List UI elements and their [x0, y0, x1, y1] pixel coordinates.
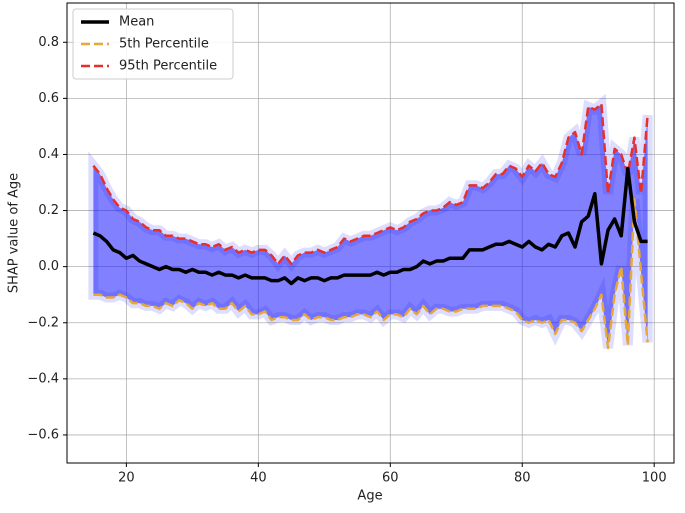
- series-line: [92, 166, 648, 286]
- y-tick-label: 0.6: [38, 91, 59, 106]
- x-tick-label: 40: [250, 471, 267, 486]
- y-axis-label: SHAP value of Age: [7, 173, 22, 293]
- legend-label: Mean: [119, 15, 154, 30]
- percentile-band: [88, 93, 653, 349]
- legend-box: [72, 8, 234, 80]
- x-axis-label: Age: [357, 489, 382, 504]
- y-tick-label: 0.2: [38, 203, 59, 218]
- y-tick-label: −0.6: [27, 427, 59, 442]
- plot-frame: [66, 2, 675, 464]
- x-tick-label: 100: [642, 471, 667, 486]
- y-tick-label: 0.8: [38, 35, 59, 50]
- series-line: [92, 102, 649, 266]
- x-tick-label: 20: [118, 471, 135, 486]
- legend-label: 5th Percentile: [119, 37, 209, 52]
- y-tick-label: −0.2: [27, 315, 59, 330]
- y-tick-label: −0.4: [27, 371, 59, 386]
- y-tick-label: 0.4: [38, 147, 59, 162]
- x-tick-label: 60: [382, 471, 399, 486]
- x-tick-label: 80: [514, 471, 531, 486]
- y-tick-label: 0.0: [38, 259, 59, 274]
- legend-label: 95th Percentile: [119, 59, 217, 74]
- series-line: [93, 198, 649, 350]
